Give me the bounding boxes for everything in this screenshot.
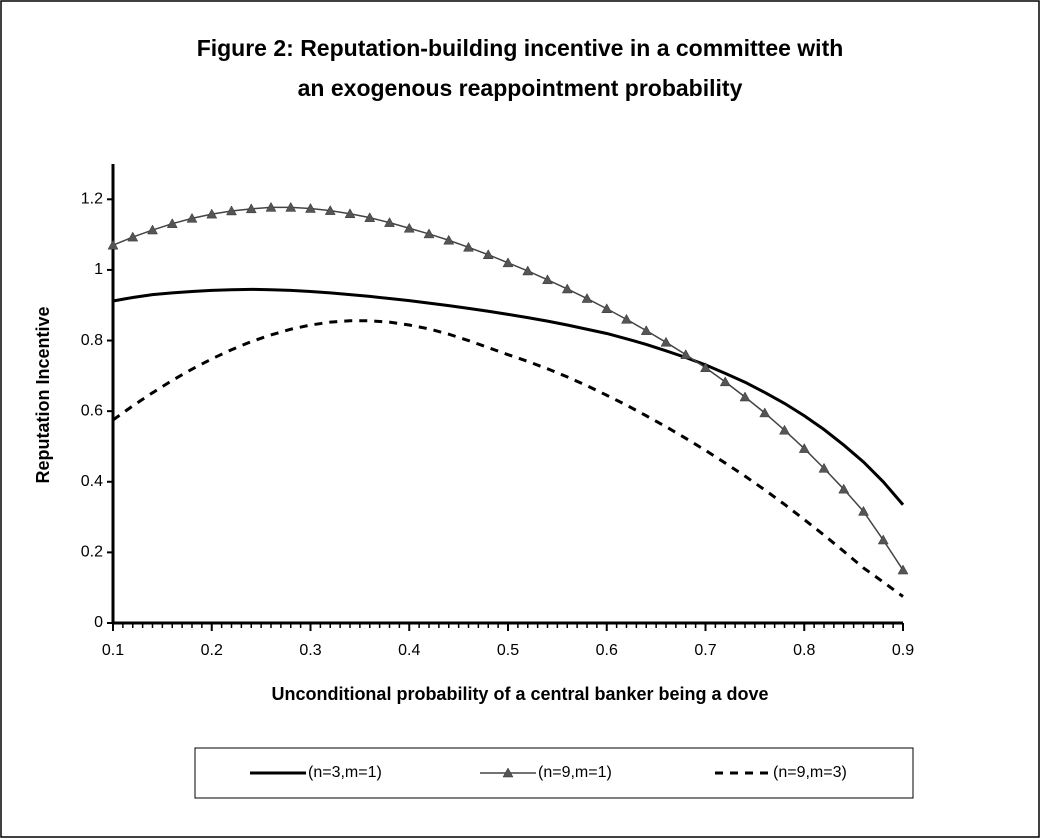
marker xyxy=(166,218,178,228)
marker xyxy=(522,265,534,276)
x-tick-label: 0.1 xyxy=(102,642,124,659)
y-tick-label: 0.4 xyxy=(81,473,103,490)
marker xyxy=(700,362,711,372)
y-tick-label: 0.2 xyxy=(81,544,103,561)
marker xyxy=(640,325,652,335)
marker xyxy=(739,391,751,402)
marker xyxy=(877,534,889,545)
legend-label: (n=9,m=1) xyxy=(538,764,612,781)
marker xyxy=(206,208,218,219)
x-axis-title: Unconditional probability of a central b… xyxy=(271,684,768,704)
marker xyxy=(798,443,810,453)
marker xyxy=(423,228,435,239)
x-tick-label: 0.3 xyxy=(299,642,321,659)
marker xyxy=(107,239,119,250)
marker xyxy=(719,376,731,387)
marker xyxy=(186,212,198,223)
marker xyxy=(324,205,336,215)
marker xyxy=(542,274,553,285)
marker xyxy=(384,217,395,227)
marker xyxy=(759,407,771,418)
marker xyxy=(482,249,494,259)
marker xyxy=(285,201,297,212)
marker xyxy=(858,505,869,516)
marker xyxy=(443,234,455,245)
marker xyxy=(779,424,790,435)
legend-box xyxy=(194,747,914,799)
x-tick-label: 0.8 xyxy=(793,642,815,659)
x-tick-label: 0.4 xyxy=(398,642,420,659)
marker xyxy=(403,222,415,233)
marker xyxy=(463,241,474,252)
legend-label: (n=9,m=3) xyxy=(773,764,847,781)
marker xyxy=(581,293,593,303)
x-tick-label: 0.9 xyxy=(892,642,914,659)
y-tick-label: 0.6 xyxy=(81,402,103,419)
chart-title: Figure 2: Reputation-building incentive … xyxy=(197,35,844,61)
marker xyxy=(502,257,514,268)
marker xyxy=(226,205,237,216)
x-tick-label: 0.5 xyxy=(497,642,519,659)
series-line xyxy=(112,287,905,506)
series-line xyxy=(112,319,904,598)
x-tick-label: 0.2 xyxy=(201,642,223,659)
y-tick-label: 1.2 xyxy=(81,191,103,208)
marker xyxy=(364,212,376,222)
x-tick-label: 0.6 xyxy=(596,642,618,659)
legend-label: (n=3,m=1) xyxy=(308,764,382,781)
marker xyxy=(265,201,277,212)
y-tick-label: 0.8 xyxy=(81,332,103,349)
marker xyxy=(838,483,850,494)
y-axis-title: Reputation Incentive xyxy=(33,306,53,483)
marker xyxy=(818,462,830,473)
marker xyxy=(245,203,257,214)
chart-subtitle: an exogenous reappointment probability xyxy=(298,75,743,101)
marker xyxy=(601,303,613,314)
x-tick-label: 0.7 xyxy=(694,642,716,659)
legend-marker xyxy=(502,767,514,778)
y-tick-label: 0 xyxy=(94,614,103,631)
marker xyxy=(147,224,158,235)
marker xyxy=(561,283,573,294)
marker xyxy=(660,336,672,347)
y-tick-label: 1 xyxy=(94,261,103,278)
marker xyxy=(127,231,139,242)
marker xyxy=(344,208,356,219)
marker xyxy=(680,349,692,359)
marker xyxy=(897,564,909,575)
marker xyxy=(305,202,316,213)
marker xyxy=(621,313,632,324)
